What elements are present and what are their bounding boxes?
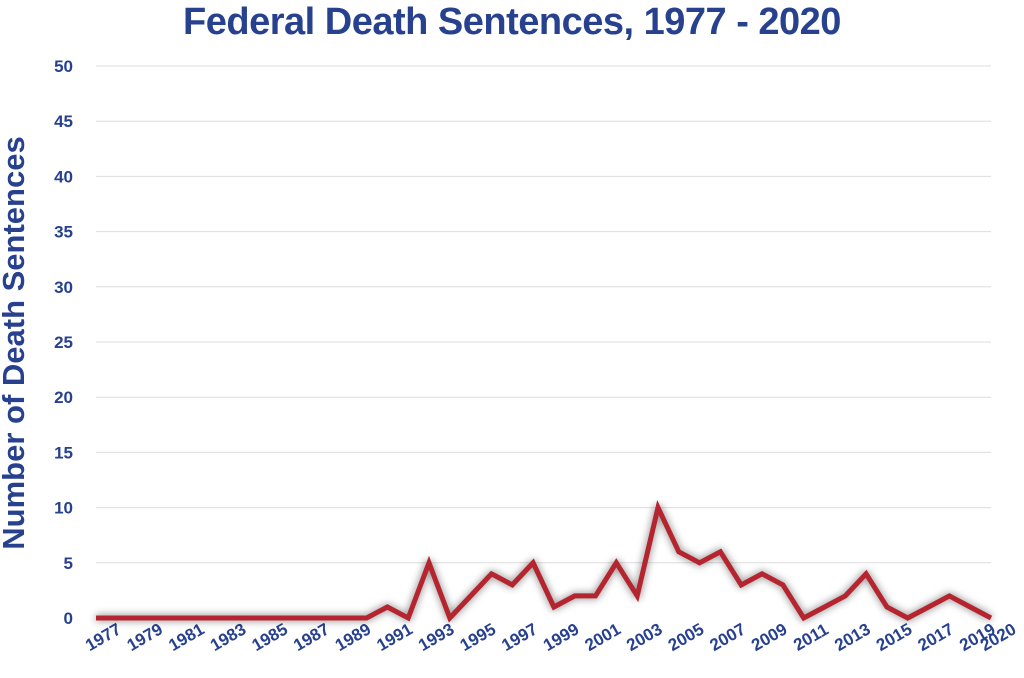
data-point [864,571,869,576]
y-axis-ticks: 0 5 10 15 20 25 30 35 40 45 50 [54,57,73,628]
data-point [635,593,640,598]
data-point [739,582,744,587]
data-point [281,616,286,621]
data-point [468,593,473,598]
data-point [198,616,203,621]
y-tick-label: 40 [54,167,73,186]
data-point [676,549,681,554]
gridlines [96,65,991,564]
x-tick-label: 1981 [165,620,207,655]
data-point [614,560,619,565]
data-point [697,560,702,565]
y-tick-label: 10 [54,499,73,518]
x-tick-label: 1989 [332,620,374,655]
data-point [572,593,577,598]
data-point [531,560,536,565]
y-tick-label: 25 [54,333,73,352]
data-point [177,616,182,621]
data-point [406,616,411,621]
x-tick-label: 2001 [582,620,624,655]
series-lines [96,500,993,623]
x-tick-label: 2009 [748,620,790,655]
x-tick-label: 1985 [249,620,291,655]
data-point [427,560,432,565]
x-tick-label: 2011 [790,620,831,655]
data-point [322,616,327,621]
data-point [780,582,785,587]
y-tick-label: 35 [54,223,73,242]
series-line [96,500,993,623]
data-point [385,604,390,609]
data-point [947,593,952,598]
y-tick-label: 20 [54,388,73,407]
x-tick-label: 1983 [207,620,249,655]
data-point [135,616,140,621]
data-point [989,616,994,621]
y-tick-label: 50 [54,57,73,76]
x-tick-label: 1991 [374,620,416,655]
data-point [593,593,598,598]
data-point [447,616,452,621]
x-tick-label: 1993 [415,620,457,655]
chart-title: Federal Death Sentences, 1977 - 2020 [183,1,841,43]
data-point [343,616,348,621]
y-tick-label: 45 [54,112,73,131]
data-point [926,604,931,609]
x-tick-label: 1977 [82,620,124,655]
y-tick-label: 0 [64,609,73,628]
x-tick-label: 2013 [831,620,873,655]
data-point [655,505,660,510]
y-tick-label: 5 [64,554,73,573]
data-point [718,549,723,554]
x-tick-label: 2005 [665,620,707,655]
data-point [489,571,494,576]
data-point [822,604,827,609]
x-axis-ticks: 1977 1979 1981 1983 1985 1987 1989 1991 1993 1995… [82,620,1019,655]
x-tick-label: 1979 [124,620,166,655]
data-point [156,616,161,621]
data-point [94,616,99,621]
data-point [510,582,515,587]
x-tick-label: 2015 [873,620,915,655]
data-point [302,616,307,621]
x-tick-label: 1995 [457,620,499,655]
data-point [843,593,848,598]
data-point [364,616,369,621]
x-tick-label: 1987 [290,620,332,655]
data-point [218,616,223,621]
data-point [968,604,973,609]
x-tick-label: 1999 [540,620,582,655]
data-point [801,616,806,621]
x-tick-label: 2007 [707,620,749,655]
data-point [905,616,910,621]
data-point [551,604,556,609]
data-point [884,604,889,609]
data-point [239,616,244,621]
data-point [260,616,265,621]
x-tick-label: 1997 [498,620,540,655]
data-point [114,616,119,621]
x-tick-label: 2017 [915,620,957,655]
data-point [760,571,765,576]
x-tick-label: 2003 [623,620,665,655]
y-tick-label: 15 [54,443,73,462]
y-tick-label: 30 [54,278,73,297]
